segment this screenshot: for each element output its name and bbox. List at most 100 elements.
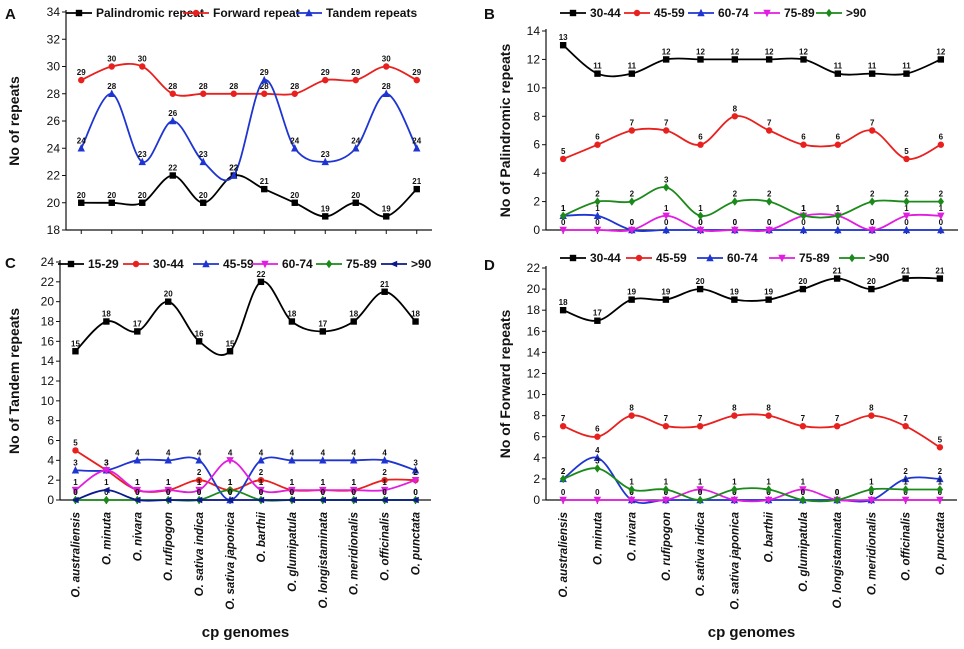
data-label: 11 — [628, 62, 637, 71]
data-label: 7 — [767, 119, 772, 128]
data-label: 1 — [382, 478, 387, 487]
data-label: 20 — [696, 277, 705, 286]
data-point — [628, 127, 636, 134]
data-label: 20 — [867, 277, 876, 286]
data-point — [765, 296, 772, 303]
y-tick-label: 22 — [47, 169, 61, 183]
data-label: 4 — [166, 448, 171, 457]
data-point — [411, 496, 419, 504]
data-point — [226, 348, 234, 355]
data-label: 1 — [698, 204, 703, 213]
y-tick-label: 16 — [41, 334, 55, 348]
data-label: 0 — [197, 488, 202, 497]
x-category-label: O. minuta — [101, 511, 113, 565]
x-category-label: O. minuta — [592, 511, 604, 565]
series-line-60-74 — [562, 456, 940, 504]
data-label: 22 — [229, 164, 238, 173]
data-point — [628, 296, 635, 303]
data-label: 22 — [257, 270, 266, 279]
data-point — [169, 90, 176, 97]
data-label: 5 — [904, 147, 909, 156]
y-tick-label: 18 — [527, 303, 541, 317]
data-point — [103, 495, 110, 505]
data-point — [257, 476, 265, 484]
data-label: 3 — [104, 458, 109, 467]
data-point — [256, 496, 265, 504]
data-point — [288, 486, 296, 495]
data-label: 11 — [902, 62, 911, 71]
data-point — [697, 211, 704, 220]
data-point — [559, 42, 567, 49]
data-label: 0 — [73, 488, 78, 497]
legend-label: 60-74 — [718, 6, 749, 20]
data-label: 1 — [561, 204, 566, 213]
data-label: 23 — [138, 150, 147, 159]
data-label: 0 — [321, 488, 326, 497]
data-label: 0 — [166, 488, 171, 497]
data-point — [834, 211, 842, 220]
data-point — [164, 486, 172, 495]
data-label: 2 — [870, 190, 875, 199]
y-tick-label: 0 — [533, 223, 540, 237]
data-label: 2 — [630, 190, 635, 199]
data-point — [139, 63, 146, 70]
data-label: 2 — [938, 467, 943, 476]
x-category-label: O. longistaminata — [832, 511, 844, 608]
data-point — [200, 199, 207, 206]
data-label: 1 — [836, 204, 841, 213]
data-label: 1 — [766, 477, 771, 486]
data-point — [413, 144, 421, 152]
data-point — [936, 496, 944, 505]
data-label: 0 — [259, 488, 264, 497]
data-point — [696, 495, 704, 505]
data-label: 4 — [259, 448, 264, 457]
data-label: 15 — [71, 339, 80, 348]
data-point — [937, 56, 945, 63]
data-point — [72, 447, 79, 454]
data-point — [383, 63, 390, 70]
data-label: 2 — [903, 467, 908, 476]
y-tick-label: 24 — [41, 255, 55, 269]
data-label: 28 — [290, 82, 299, 91]
data-point — [411, 476, 420, 485]
data-label: 6 — [595, 425, 600, 434]
data-point — [902, 225, 911, 234]
data-point — [662, 212, 670, 220]
data-point — [257, 456, 265, 464]
data-label: 12 — [730, 47, 739, 56]
data-point — [594, 197, 601, 206]
data-point — [765, 485, 772, 494]
data-label: 22 — [229, 164, 238, 173]
data-label: 0 — [733, 218, 738, 227]
data-point — [319, 328, 326, 335]
data-label: 29 — [260, 68, 269, 77]
data-label: 21 — [833, 267, 842, 276]
data-label: 20 — [351, 191, 360, 200]
data-point — [903, 70, 910, 77]
y-tick-label: 2 — [47, 473, 54, 487]
data-label: 0 — [595, 488, 600, 497]
legend-marker — [305, 8, 313, 17]
data-point — [731, 226, 739, 235]
data-point — [627, 496, 636, 505]
data-label: 0 — [698, 218, 703, 227]
legend-label: Forward repeat — [213, 6, 300, 20]
data-point — [72, 348, 79, 355]
legend-entry: 30-44 — [123, 257, 184, 271]
data-label: 21 — [935, 267, 944, 276]
data-label: 3 — [73, 458, 78, 467]
data-label: 29 — [77, 68, 86, 77]
data-label: 1 — [135, 478, 140, 487]
legend-label: 60-74 — [282, 257, 313, 271]
data-label: 0 — [382, 488, 387, 497]
data-label: 2 — [939, 190, 944, 199]
data-label: 0 — [135, 488, 140, 497]
data-point — [195, 456, 203, 464]
data-point — [260, 75, 268, 84]
data-label: 0 — [73, 488, 78, 497]
data-label: 2 — [561, 467, 566, 476]
data-label: 1 — [801, 477, 806, 486]
data-label: 16 — [195, 329, 204, 338]
data-label: 7 — [698, 414, 703, 423]
data-label: 8 — [869, 404, 874, 413]
